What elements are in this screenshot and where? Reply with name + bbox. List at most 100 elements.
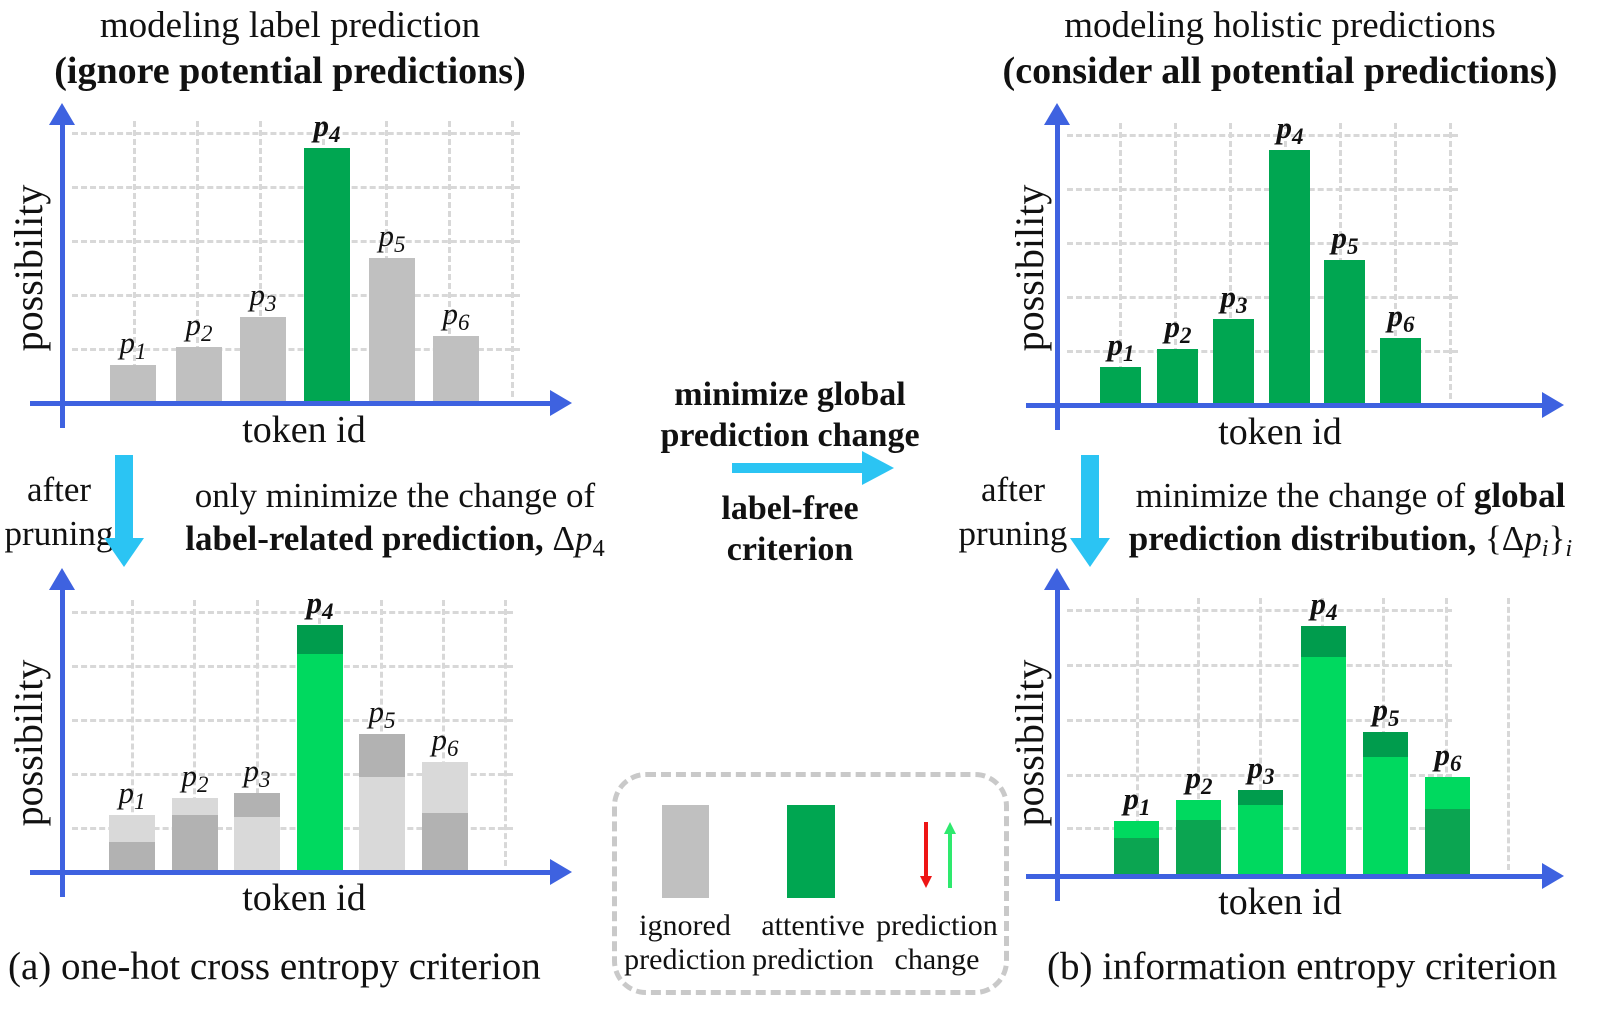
bar-p4-segment: [297, 625, 343, 654]
gridline-horizontal: [72, 348, 520, 351]
gridline-horizontal: [1067, 350, 1458, 353]
flow-text-line3: label-free: [721, 490, 859, 527]
gridline-horizontal: [72, 773, 513, 776]
top-right-title: modeling holistic predictions (consider …: [1000, 4, 1560, 94]
gridline-horizontal: [1067, 719, 1452, 722]
after-pruning-right: after pruning: [952, 468, 1074, 556]
bar-p4-segment: [304, 148, 350, 403]
y-axis-arrowhead: [49, 103, 75, 125]
bar-label-p3: p3: [1247, 750, 1275, 789]
bar-p6-segment: [1425, 809, 1470, 876]
bar-p6-segment: [422, 813, 468, 872]
y-axis-arrowhead: [1044, 568, 1070, 590]
x-axis-arrowhead: [1542, 863, 1564, 889]
bar-label-p3: p3: [1220, 279, 1248, 318]
x-axis-label-bottom-left: token id: [242, 877, 366, 919]
flow-text-line2: prediction change: [660, 417, 920, 454]
y-axis-label-top-right: possibility: [1007, 184, 1052, 352]
bar-p2-segment: [172, 815, 218, 872]
bar-p6-segment: [1380, 338, 1421, 405]
gridline-vertical: [442, 600, 445, 866]
top-left-title-line1: modeling label prediction: [99, 5, 481, 46]
bar-p5-segment: [369, 258, 415, 403]
top-right-title-line1: modeling holistic predictions: [1064, 5, 1496, 46]
gridline-vertical: [1449, 123, 1452, 399]
gridline-horizontal: [72, 294, 520, 297]
gridline-vertical: [196, 121, 199, 397]
bar-label-p4: p4: [313, 108, 341, 147]
note-b-line2: prediction distribution, {Δpi}i: [1128, 519, 1573, 563]
bar-label-p2: p2: [185, 307, 213, 346]
legend-box: ignored prediction attentive prediction …: [612, 772, 1009, 995]
pruning-arrow-right-head: [1070, 538, 1110, 567]
note-a-line2: label-related prediction, Δp4: [185, 519, 605, 563]
note-a-line1: only minimize the change of: [194, 476, 596, 515]
bar-label-p1: p1: [1123, 781, 1151, 820]
prediction-change-up-arrow: [944, 822, 956, 888]
bar-p5-segment: [1324, 260, 1365, 405]
gridline-vertical: [1507, 598, 1510, 870]
gridline-horizontal: [72, 719, 513, 722]
gridline-vertical: [504, 600, 507, 866]
bar-label-p6: p6: [1434, 737, 1462, 776]
bar-p5-segment: [1363, 732, 1408, 757]
y-axis: [1055, 119, 1060, 430]
gridline-horizontal: [1067, 134, 1458, 137]
bar-label-p1: p1: [118, 775, 146, 814]
bar-label-p1: p1: [1107, 327, 1135, 366]
note-a: only minimize the change of label-relate…: [160, 474, 630, 570]
bar-p4-segment: [1301, 626, 1346, 657]
bar-label-p5: p5: [368, 694, 396, 733]
y-axis: [1055, 584, 1060, 901]
gridline-vertical: [133, 121, 136, 397]
bar-p2-segment: [176, 347, 222, 403]
x-axis: [1026, 403, 1546, 408]
bar-p1-segment: [109, 815, 155, 842]
attentive-prediction-swatch: [787, 805, 835, 898]
gridline-horizontal: [1067, 664, 1452, 667]
gridline-horizontal: [72, 827, 513, 830]
y-axis: [60, 584, 65, 897]
bar-p3-segment: [1238, 805, 1283, 876]
bar-label-p1: p1: [119, 325, 147, 364]
gridline-vertical: [193, 600, 196, 866]
top-left-title: modeling label prediction (ignore potent…: [10, 4, 570, 94]
bar-label-p6: p6: [1387, 298, 1415, 337]
bar-label-p4: p4: [306, 585, 334, 624]
bar-label-p4: p4: [1310, 586, 1338, 625]
gridline-vertical: [131, 600, 134, 866]
flow-text-line1: minimize global: [674, 376, 906, 413]
flow-text-line4: criterion: [726, 531, 854, 568]
bar-label-p3: p3: [249, 277, 277, 316]
gridline-horizontal: [72, 611, 513, 614]
after-pruning-right-line1: after: [980, 470, 1046, 509]
y-axis-label-top-left: possibility: [6, 184, 51, 352]
legend-label-change: prediction change: [876, 909, 998, 976]
bar-p3-segment: [1238, 790, 1283, 805]
bar-label-p2: p2: [181, 758, 209, 797]
legend-label-ignored: ignored prediction: [624, 909, 746, 976]
gridline-horizontal: [1067, 242, 1458, 245]
bar-label-p5: p5: [378, 218, 406, 257]
bar-p4-segment: [297, 654, 343, 872]
note-b-line1: minimize the change of global: [1135, 476, 1566, 515]
x-axis-label-top-right: token id: [1218, 411, 1342, 453]
gridline-horizontal: [72, 186, 520, 189]
caption-a: (a) one-hot cross entropy criterion: [8, 945, 541, 988]
after-pruning-left-line1: after: [26, 470, 92, 509]
gridline-vertical: [1119, 123, 1122, 399]
bar-p2-segment: [1176, 820, 1221, 876]
ignored-prediction-swatch: [662, 805, 709, 898]
gridline-vertical: [1394, 123, 1397, 399]
bar-p1-segment: [1100, 367, 1141, 405]
pruning-arrow-left-head: [104, 538, 144, 567]
gridline-vertical: [1259, 598, 1262, 870]
gridline-horizontal: [1067, 609, 1452, 612]
y-axis-arrowhead: [49, 568, 75, 590]
bar-p6-segment: [1425, 777, 1470, 809]
bar-label-p4: p4: [1276, 110, 1304, 149]
flow-arrow-right-head: [862, 451, 894, 485]
gridline-horizontal: [1067, 188, 1458, 191]
bar-p2-segment: [1157, 349, 1198, 405]
